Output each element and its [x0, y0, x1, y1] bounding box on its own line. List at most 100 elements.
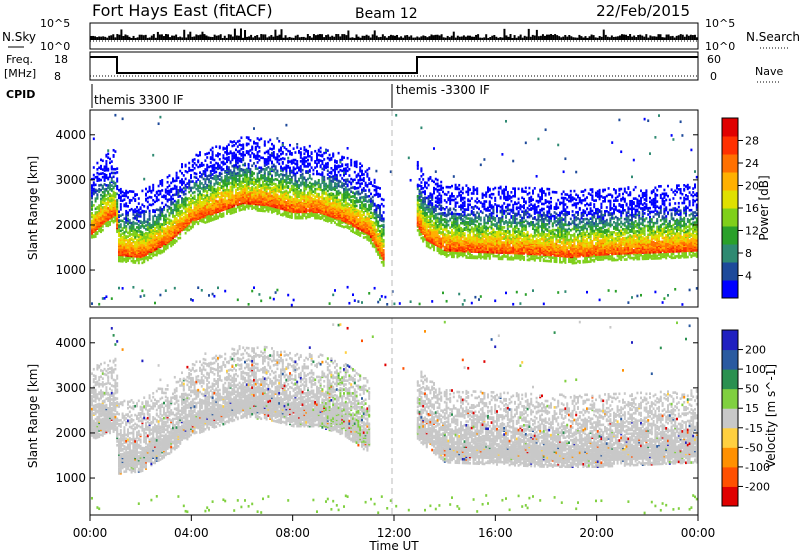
- power-echo-point: [375, 247, 378, 251]
- nsky-bar: [294, 35, 297, 40]
- power-echo-point: [222, 154, 225, 157]
- nsky-bar: [189, 31, 192, 40]
- power-echo-point: [332, 180, 335, 183]
- power-echo-point: [253, 140, 255, 144]
- power-echo-point: [238, 191, 241, 194]
- power-echo-point: [310, 187, 313, 191]
- power-echo-point: [325, 200, 327, 203]
- power-echo-point: [267, 192, 270, 196]
- power-echo-point: [134, 198, 137, 201]
- power-echo-point: [233, 210, 236, 214]
- power-echo-point: [348, 195, 351, 199]
- power-echo-point: [208, 165, 210, 169]
- power-echo-point: [128, 230, 131, 234]
- power-echo-point: [280, 157, 282, 161]
- power-echo-point: [361, 178, 363, 182]
- power-echo-point: [337, 151, 340, 155]
- power-echo-point: [199, 180, 201, 183]
- nsearch-label: N.Search: [746, 30, 800, 44]
- power-echo-point: [226, 156, 228, 160]
- nsky-bar: [473, 36, 476, 40]
- power-echo-point: [170, 197, 173, 201]
- power-echo-point: [209, 180, 212, 183]
- power-echo-point: [125, 204, 128, 208]
- power-echo-point: [175, 179, 178, 182]
- power-echo-point: [253, 153, 255, 156]
- power-echo-point: [355, 174, 358, 177]
- nsky-bar: [239, 28, 242, 40]
- power-echo-point: [166, 189, 169, 193]
- power-echo-point: [269, 156, 272, 159]
- power-echo-point: [107, 210, 110, 214]
- power-echo-point: [98, 206, 101, 210]
- power-echo-point: [344, 188, 347, 192]
- power-echo-point: [290, 175, 293, 179]
- nsky-bar: [106, 37, 109, 40]
- power-echo-point: [319, 150, 322, 154]
- power-echo-point: [362, 195, 365, 199]
- power-echo-point: [271, 168, 273, 171]
- power-echo-point: [141, 257, 144, 261]
- power-echo-point: [290, 178, 293, 182]
- power-echo-point: [155, 218, 158, 222]
- power-echo-point: [292, 182, 295, 186]
- power-echo-point: [197, 159, 200, 162]
- power-echo-point: [155, 208, 158, 212]
- power-echo-point: [186, 207, 189, 211]
- power-echo-point: [229, 174, 232, 177]
- power-echo-point: [247, 142, 250, 146]
- power-echo-point: [238, 143, 241, 146]
- power-echo-point: [98, 215, 101, 219]
- power-echo-point: [303, 184, 306, 187]
- power-echo-point: [94, 188, 97, 192]
- power-echo-point: [181, 209, 183, 213]
- nsky-bar: [618, 35, 621, 40]
- power-echo-point: [244, 178, 246, 182]
- nsky-bar: [586, 37, 589, 40]
- power-echo-point: [256, 157, 259, 160]
- nsky-bar: [655, 36, 658, 40]
- nsky-bar: [223, 35, 226, 40]
- power-echo-point: [355, 186, 358, 190]
- power-echo-point: [341, 177, 344, 180]
- power-echo-point: [328, 181, 331, 185]
- power-echo-point: [191, 220, 194, 224]
- power-echo-point: [190, 198, 192, 201]
- power-echo-point: [274, 193, 277, 196]
- power-echo-point: [127, 213, 129, 217]
- power-echo-point: [152, 251, 155, 255]
- power-echo-point: [285, 185, 288, 189]
- power-echo-point: [181, 165, 183, 169]
- power-echo-point: [159, 182, 162, 186]
- power-echo-point: [317, 158, 320, 162]
- power-echo-point: [94, 207, 97, 211]
- power-echo-point: [209, 183, 212, 187]
- power-echo-point: [175, 171, 178, 175]
- power-echo-point: [294, 187, 297, 191]
- power-echo-point: [263, 164, 266, 167]
- power-echo-point: [254, 188, 257, 192]
- power-echo-point: [157, 208, 160, 212]
- power-echo-point: [175, 200, 178, 204]
- power-echo-point: [258, 166, 261, 169]
- power-echo-point: [231, 157, 234, 160]
- power-echo-point: [200, 197, 203, 200]
- power-echo-point: [353, 199, 356, 203]
- power-echo-point: [168, 226, 171, 229]
- power-echo-point: [334, 166, 336, 170]
- power-echo-point: [182, 186, 185, 190]
- nsky-bar: [221, 37, 224, 40]
- power-echo-point: [172, 239, 174, 242]
- power-echo-point: [96, 168, 99, 171]
- nsky-bar: [160, 34, 163, 40]
- power-echo-point: [132, 196, 135, 200]
- power-echo-point: [184, 219, 187, 222]
- nsky-bar: [501, 37, 504, 40]
- nsky-bar: [367, 35, 370, 40]
- power-echo-point: [123, 233, 126, 237]
- power-echo-point: [379, 208, 381, 212]
- power-near-range-point: [213, 294, 216, 298]
- power-near-range-point: [103, 297, 106, 300]
- power-echo-point: [190, 189, 192, 192]
- power-echo-point: [251, 151, 254, 155]
